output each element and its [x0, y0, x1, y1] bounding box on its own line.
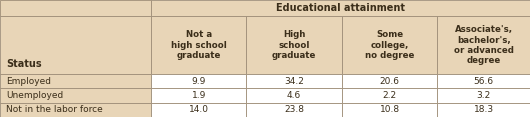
Text: 14.0: 14.0	[189, 105, 209, 114]
Text: Educational attainment: Educational attainment	[276, 3, 405, 13]
Bar	[0, 0, 151, 16]
Bar	[342, 16, 437, 74]
Bar	[151, 74, 246, 88]
Text: High
school
graduate: High school graduate	[272, 31, 316, 60]
Bar	[246, 16, 342, 74]
Bar	[0, 103, 151, 117]
Text: 10.8: 10.8	[379, 105, 400, 114]
Text: 20.6: 20.6	[379, 77, 400, 86]
Text: 1.9: 1.9	[191, 91, 206, 100]
Bar	[0, 0, 151, 16]
Bar	[0, 88, 151, 103]
Bar	[437, 74, 530, 88]
Bar	[246, 103, 342, 117]
Text: Status: Status	[6, 59, 42, 69]
Text: Not a
high school
graduate: Not a high school graduate	[171, 31, 227, 60]
Bar	[246, 88, 342, 103]
Text: Some
college,
no degree: Some college, no degree	[365, 31, 414, 60]
Text: 18.3: 18.3	[474, 105, 493, 114]
Bar	[437, 103, 530, 117]
Bar	[0, 16, 151, 74]
Text: Unemployed: Unemployed	[6, 91, 64, 100]
Bar	[342, 103, 437, 117]
Bar	[0, 74, 151, 88]
Bar	[151, 0, 530, 16]
Text: 23.8: 23.8	[284, 105, 304, 114]
Bar	[342, 74, 437, 88]
Bar	[246, 74, 342, 88]
Bar	[151, 103, 246, 117]
Text: Employed: Employed	[6, 77, 51, 86]
Text: Associate's,
bachelor's,
or advanced
degree: Associate's, bachelor's, or advanced deg…	[454, 26, 514, 65]
Bar	[151, 88, 246, 103]
Bar	[437, 16, 530, 74]
Text: 4.6: 4.6	[287, 91, 301, 100]
Bar	[342, 88, 437, 103]
Text: 56.6: 56.6	[474, 77, 493, 86]
Text: 34.2: 34.2	[284, 77, 304, 86]
Text: 2.2: 2.2	[383, 91, 396, 100]
Bar	[151, 16, 246, 74]
Text: 9.9: 9.9	[191, 77, 206, 86]
Text: Not in the labor force: Not in the labor force	[6, 105, 103, 114]
Bar	[437, 88, 530, 103]
Text: 3.2: 3.2	[476, 91, 491, 100]
